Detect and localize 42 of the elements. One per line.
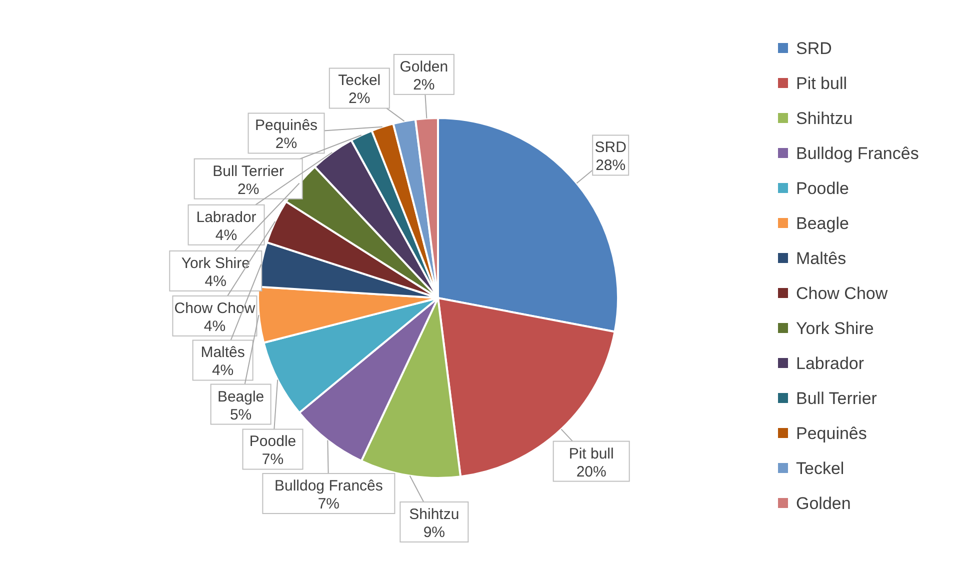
data-label: 4% bbox=[215, 226, 238, 244]
data-label: 9% bbox=[423, 524, 446, 541]
legend-label: Teckel bbox=[796, 459, 844, 478]
legend-label: Shihtzu bbox=[796, 109, 853, 128]
data-label: 4% bbox=[212, 362, 234, 380]
data-label: 2% bbox=[348, 90, 370, 108]
slice-label: Pequinês bbox=[254, 117, 318, 134]
data-label: 4% bbox=[204, 318, 226, 335]
legend-label: Chow Chow bbox=[796, 284, 888, 303]
slice-label: Beagle bbox=[217, 388, 264, 406]
slice-label: Bulldog Francês bbox=[274, 478, 383, 495]
legend-label: SRD bbox=[796, 39, 832, 58]
data-label: 2% bbox=[413, 76, 435, 94]
data-label: 28% bbox=[596, 157, 626, 174]
data-label: 7% bbox=[262, 451, 284, 468]
legend-label: Pequinês bbox=[796, 424, 867, 443]
slice-label: Bull Terrier bbox=[212, 162, 284, 180]
legend-label: Pit bull bbox=[796, 74, 848, 93]
legend-label: Beagle bbox=[796, 214, 849, 233]
slice-label: Poodle bbox=[249, 433, 296, 450]
data-label: 5% bbox=[230, 406, 252, 424]
slice-label: SRD bbox=[594, 139, 627, 156]
slice-label: York Shire bbox=[181, 254, 250, 272]
slice-label: Shihtzu bbox=[409, 506, 460, 523]
slice-label: Teckel bbox=[338, 72, 381, 90]
data-label: 7% bbox=[318, 496, 340, 513]
legend-label: York Shire bbox=[796, 319, 874, 338]
legend-label: Golden bbox=[796, 494, 851, 513]
legend-label: Labrador bbox=[796, 354, 864, 373]
legend-label: Bulldog Francês bbox=[796, 144, 919, 163]
slice-label: Maltês bbox=[200, 344, 245, 362]
slice-label: Golden bbox=[400, 58, 448, 76]
data-label: 2% bbox=[275, 135, 298, 152]
slice-label: Labrador bbox=[196, 208, 256, 226]
legend-label: Maltês bbox=[796, 249, 846, 268]
data-label: 20% bbox=[576, 463, 606, 480]
slice-label: Chow Chow bbox=[174, 300, 256, 317]
slice-label: Pit bull bbox=[568, 445, 614, 462]
legend-label: Bull Terrier bbox=[796, 389, 878, 408]
legend-label: Poodle bbox=[796, 179, 849, 198]
data-label: 2% bbox=[237, 180, 260, 198]
data-label: 4% bbox=[204, 272, 226, 290]
